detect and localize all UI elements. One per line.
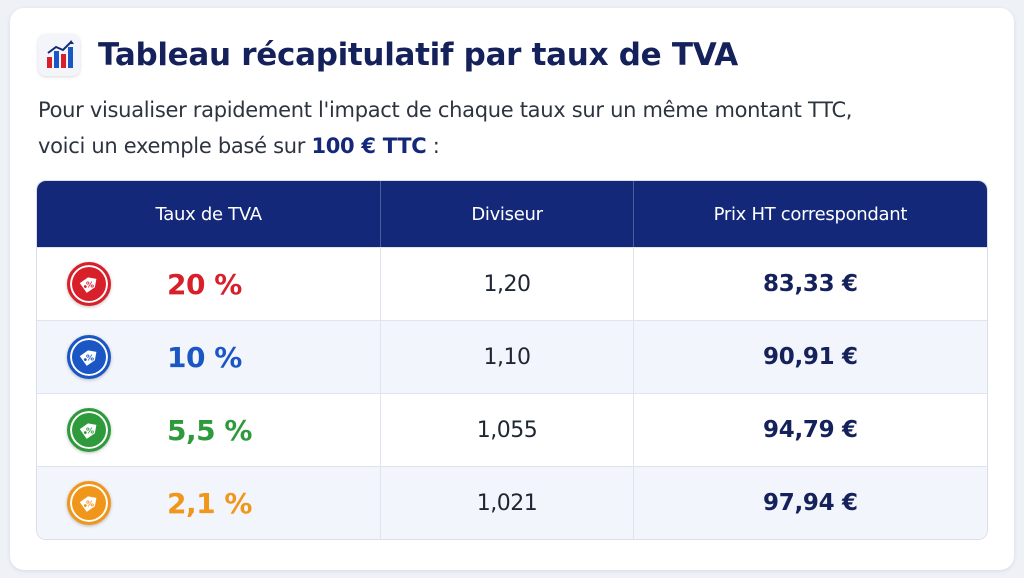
intro-line-2-prefix: voici un exemple basé sur <box>38 134 312 158</box>
cell-rate: % 10 % <box>37 321 380 393</box>
percent-tag-icon: % <box>67 335 111 379</box>
cell-divisor: 1,10 <box>380 321 632 393</box>
intro-line-2: voici un exemple basé sur 100 € TTC : <box>38 128 978 164</box>
ht-price-value: 90,91 € <box>763 344 858 370</box>
table-row: % 5,5 % 1,055 94,79 € <box>37 393 987 466</box>
header-divisor: Diviseur <box>380 181 632 247</box>
cell-rate: % 5,5 % <box>37 394 380 466</box>
divisor-value: 1,10 <box>483 344 531 370</box>
percent-tag-icon: % <box>67 481 111 525</box>
cell-rate: % 2,1 % <box>37 467 380 539</box>
cell-divisor: 1,055 <box>380 394 632 466</box>
cell-ht-price: 94,79 € <box>632 394 987 466</box>
svg-text:%: % <box>86 500 94 509</box>
summary-card: Tableau récapitulatif par taux de TVA Po… <box>10 8 1014 570</box>
table-row: % 10 % 1,10 90,91 € <box>37 320 987 393</box>
cell-ht-price: 97,94 € <box>632 467 987 539</box>
ht-price-value: 94,79 € <box>763 417 858 443</box>
rate-value: 20 % <box>167 267 242 301</box>
table-row: % 2,1 % 1,021 97,94 € <box>37 466 987 539</box>
svg-text:%: % <box>86 354 94 363</box>
rate-value: 5,5 % <box>167 413 252 447</box>
table-row: % 20 % 1,20 83,33 € <box>37 247 987 320</box>
intro-highlight-amount: 100 € TTC <box>311 134 427 158</box>
rate-value: 10 % <box>167 340 242 374</box>
cell-divisor: 1,021 <box>380 467 632 539</box>
rate-value: 2,1 % <box>167 486 252 520</box>
title-row: Tableau récapitulatif par taux de TVA <box>38 34 738 76</box>
divisor-value: 1,20 <box>483 271 531 297</box>
cell-ht-price: 83,33 € <box>632 248 987 320</box>
table-header: Taux de TVA Diviseur Prix HT corresponda… <box>37 181 987 247</box>
cell-ht-price: 90,91 € <box>632 321 987 393</box>
ht-price-value: 83,33 € <box>763 271 858 297</box>
table-body: % 20 % 1,20 83,33 €% 10 % 1,10 90,91 €% 5,5 % 1,… <box>37 247 987 539</box>
cell-rate: % 20 % <box>37 248 380 320</box>
header-rate: Taux de TVA <box>155 203 263 225</box>
percent-tag-icon: % <box>67 262 111 306</box>
intro-line-1: Pour visualiser rapidement l'impact de c… <box>38 98 853 122</box>
vat-table: Taux de TVA Diviseur Prix HT corresponda… <box>36 180 988 540</box>
cell-divisor: 1,20 <box>380 248 632 320</box>
svg-text:%: % <box>86 427 94 436</box>
page-title: Tableau récapitulatif par taux de TVA <box>98 37 738 73</box>
header-ht-price: Prix HT correspondant <box>632 181 987 247</box>
divisor-value: 1,055 <box>476 417 538 443</box>
percent-tag-icon: % <box>67 408 111 452</box>
bar-chart-icon <box>38 34 80 76</box>
divisor-value: 1,021 <box>476 490 538 516</box>
svg-text:%: % <box>86 281 94 290</box>
intro-line-2-suffix: : <box>426 134 440 158</box>
intro-text: Pour visualiser rapidement l'impact de c… <box>38 92 978 164</box>
ht-price-value: 97,94 € <box>763 490 858 516</box>
